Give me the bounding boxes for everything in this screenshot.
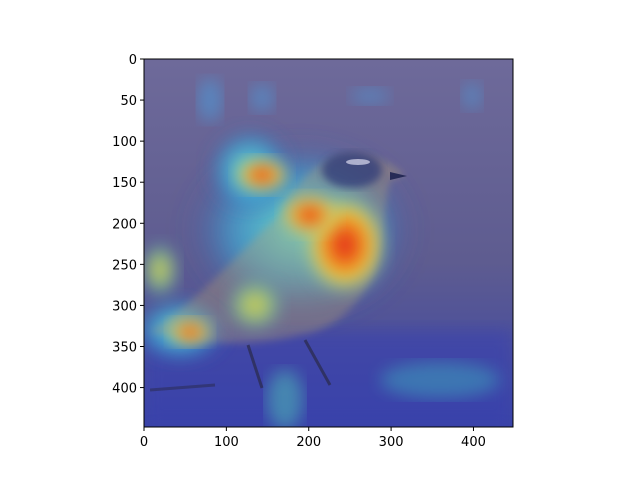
plot-frame xyxy=(143,58,514,428)
y-tick-label: 400 xyxy=(112,382,137,397)
y-tick-label: 250 xyxy=(112,258,137,273)
y-tick-label: 100 xyxy=(112,135,137,150)
y-tick-label: 0 xyxy=(129,53,137,68)
x-axis: 0 100 200 300 400 xyxy=(140,427,486,450)
y-tick-label: 350 xyxy=(112,341,137,356)
y-tick-label: 200 xyxy=(112,217,137,232)
x-tick-label: 200 xyxy=(296,435,321,450)
x-tick-label: 100 xyxy=(214,435,239,450)
y-tick-label: 300 xyxy=(112,299,137,314)
x-tick-label: 400 xyxy=(461,435,486,450)
y-axis: 0 50 100 150 200 250 300 350 400 xyxy=(112,53,144,397)
y-tick-label: 150 xyxy=(112,176,137,191)
heatmap-overlay-image xyxy=(144,59,513,427)
y-tick-label: 50 xyxy=(120,94,137,109)
x-tick-label: 300 xyxy=(379,435,404,450)
x-tick-label: 0 xyxy=(140,435,148,450)
